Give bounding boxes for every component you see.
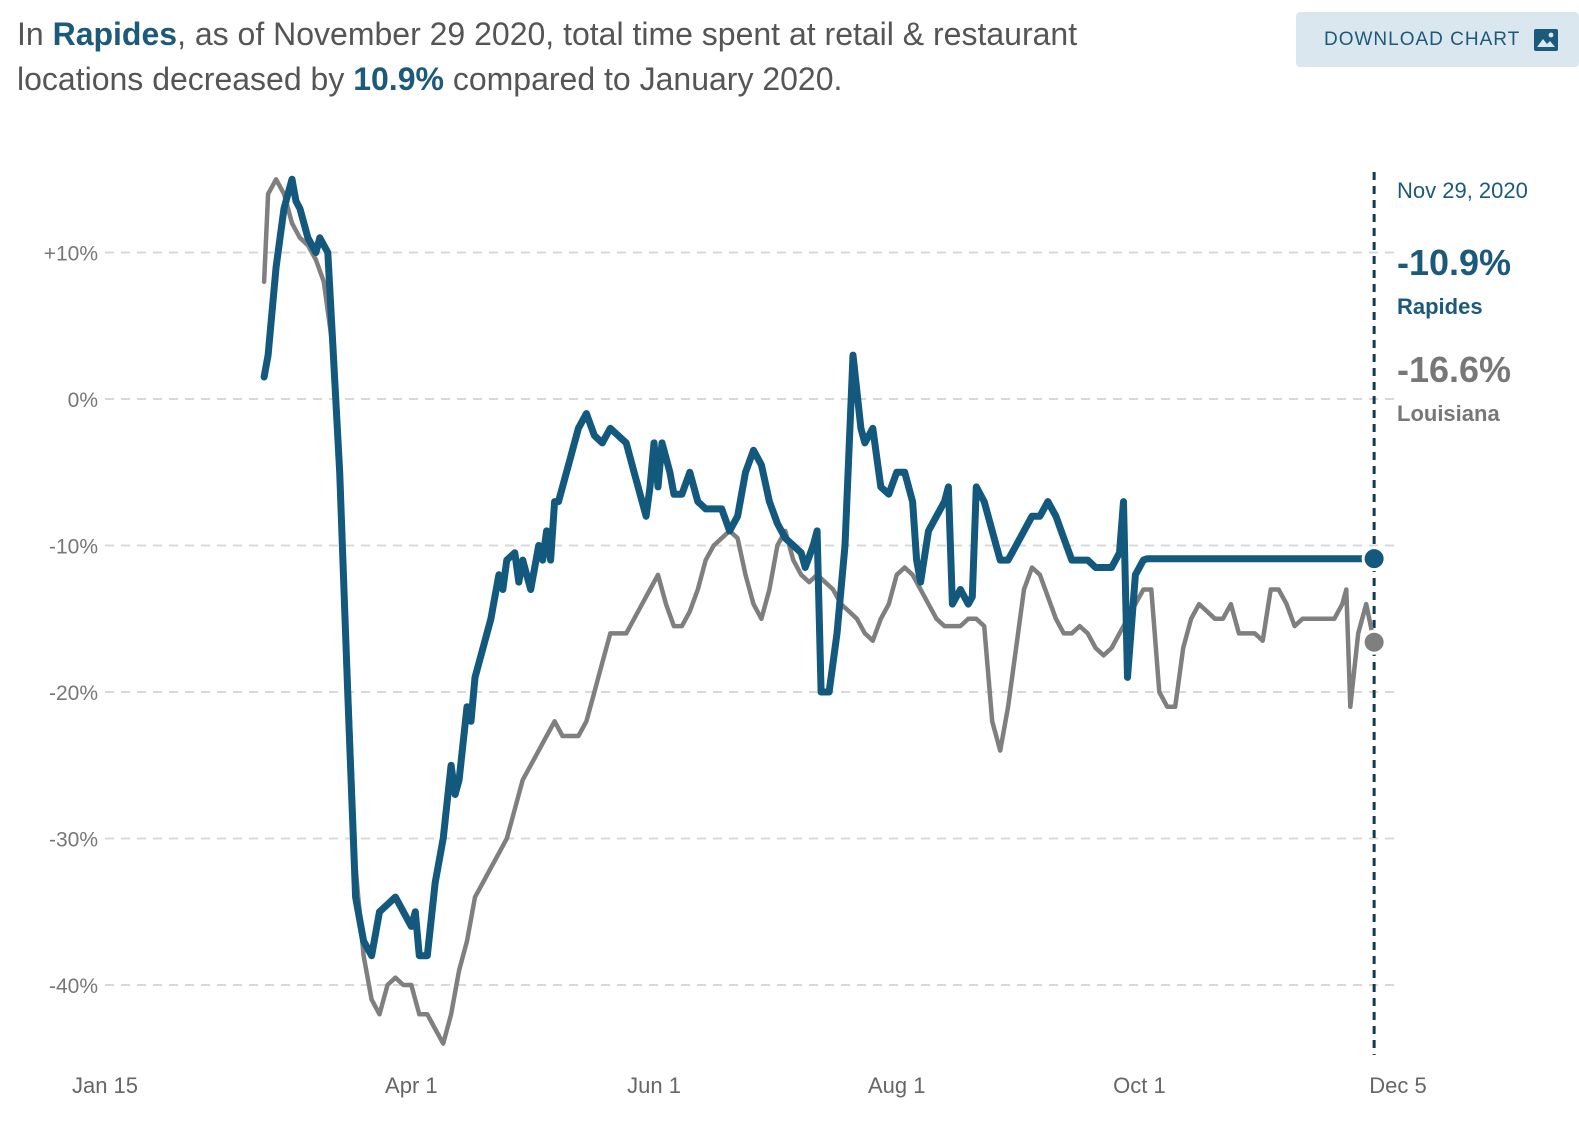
image-icon (1534, 28, 1559, 51)
annotation-rapides-label: Rapides (1397, 294, 1483, 319)
x-tick-label: Jan 15 (72, 1073, 138, 1098)
annotation-louisiana-label: Louisiana (1397, 401, 1500, 426)
x-tick-label: Dec 5 (1369, 1073, 1426, 1098)
series-line-rapides (260, 175, 1378, 960)
annotation-date: Nov 29, 2020 (1397, 178, 1528, 203)
chart-headline: In Rapides, as of November 29 2020, tota… (17, 12, 1197, 102)
y-tick-label: 0% (68, 389, 98, 412)
series-lines (260, 175, 1378, 1046)
annotation-louisiana-value: -16.6% (1397, 349, 1511, 390)
x-axis: Jan 15 Apr 1 Jun 1 Aug 1 Oct 1 Dec 5 (72, 1073, 1427, 1098)
headline-region: Rapides (52, 16, 178, 52)
headline-percent: 10.9% (353, 61, 444, 97)
y-tick-label: -30% (49, 829, 98, 852)
download-chart-button[interactable]: DOWNLOAD CHART (1296, 12, 1579, 67)
end-markers (1361, 546, 1387, 655)
headline-middle: , as of November 29 2020, total time spe… (17, 16, 1078, 97)
y-tick-label: -40% (49, 975, 98, 998)
x-tick-label: Apr 1 (385, 1073, 438, 1098)
download-chart-label: DOWNLOAD CHART (1324, 28, 1521, 50)
x-tick-label: Oct 1 (1113, 1073, 1166, 1098)
annotation-rapides-value: -10.9% (1397, 242, 1511, 283)
end-dot-rapides (1361, 546, 1387, 572)
headline-end: compared to January 2020. (443, 61, 843, 97)
annotation: Nov 29, 2020 -10.9% Rapides -16.6% Louis… (1397, 178, 1528, 426)
x-tick-label: Jun 1 (627, 1073, 681, 1098)
x-tick-label: Aug 1 (868, 1073, 926, 1098)
headline-intro: In (17, 16, 53, 52)
end-dot-louisiana (1361, 629, 1387, 655)
y-tick-label: -10% (49, 536, 98, 559)
y-tick-label: +10% (44, 243, 98, 266)
y-tick-label: -20% (49, 682, 98, 705)
y-axis: +10% 0% -10% -20% -30% -40% (44, 243, 98, 999)
gridlines (105, 251, 1398, 986)
